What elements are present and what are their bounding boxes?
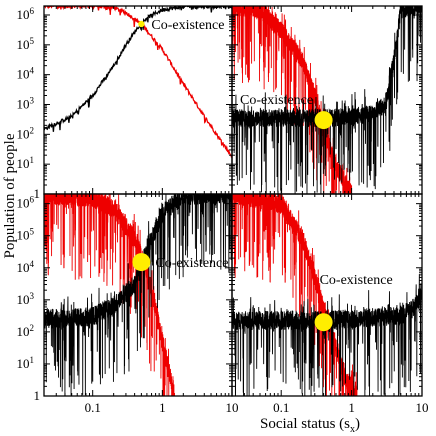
panel-frame <box>231 193 423 397</box>
series-red-line <box>232 6 353 194</box>
series-red-line <box>232 194 358 396</box>
y-tick-label: 105 <box>17 36 35 52</box>
y-tick-label: 102 <box>17 125 35 141</box>
y-tick-label: 104 <box>17 66 35 82</box>
x-tick-label: 10 <box>226 400 239 415</box>
y-tick-label: 1 <box>34 388 41 403</box>
panel-frame <box>43 5 233 195</box>
panel-top-right: Co-existence <box>231 5 423 195</box>
x-axis-title: Social status (sx) <box>260 416 360 435</box>
panel-bottom-left: Co-existence 1 101 102 103 104 105 106 0.1 1 10 <box>17 193 239 415</box>
y-axis-title: Population of people <box>2 133 18 258</box>
panel-top-left: Co-existence 1 101 102 103 104 105 106 <box>17 5 233 201</box>
coexistence-label: Co-existence <box>151 18 224 33</box>
x-tick-label: 1 <box>159 400 166 415</box>
coexistence-marker <box>314 313 333 332</box>
x-tick-label: 1 <box>348 400 355 415</box>
y-tick-label: 101 <box>17 355 35 371</box>
panel-bottom-right: Co-existence 0.1 1 10 <box>231 193 429 415</box>
x-tick-label: 10 <box>416 400 429 415</box>
x-axis-title-subscript: x <box>350 424 355 435</box>
plot-area <box>232 194 422 396</box>
y-tick-label: 106 <box>17 195 35 211</box>
coexistence-label: Co-existence <box>320 273 393 288</box>
y-tick-label: 103 <box>17 95 35 111</box>
y-tick-label: 106 <box>17 6 35 22</box>
coexistence-label: Co-existence <box>240 93 313 108</box>
y-tick-label: 102 <box>17 323 35 339</box>
plot-area <box>44 194 232 396</box>
coexistence-label: Co-existence <box>155 256 228 271</box>
x-tick-label: 0.1 <box>273 400 289 415</box>
coexistence-marker <box>314 111 333 130</box>
panels-group: Co-existence1101102103104105106Co-existe… <box>17 5 429 415</box>
y-tick-label: 104 <box>17 259 35 275</box>
series-black-line <box>44 6 232 132</box>
y-tick-label: 1 <box>34 186 41 201</box>
figure-labels: Social status (sx) Population of people <box>2 133 360 435</box>
y-tick-label: 103 <box>17 291 35 307</box>
coexistence-marker <box>138 20 145 28</box>
coexistence-marker <box>132 253 151 272</box>
y-tick-label: 101 <box>17 155 35 171</box>
x-tick-label: 0.1 <box>85 400 101 415</box>
y-tick-label: 105 <box>17 227 35 243</box>
series-red-line <box>44 194 176 396</box>
